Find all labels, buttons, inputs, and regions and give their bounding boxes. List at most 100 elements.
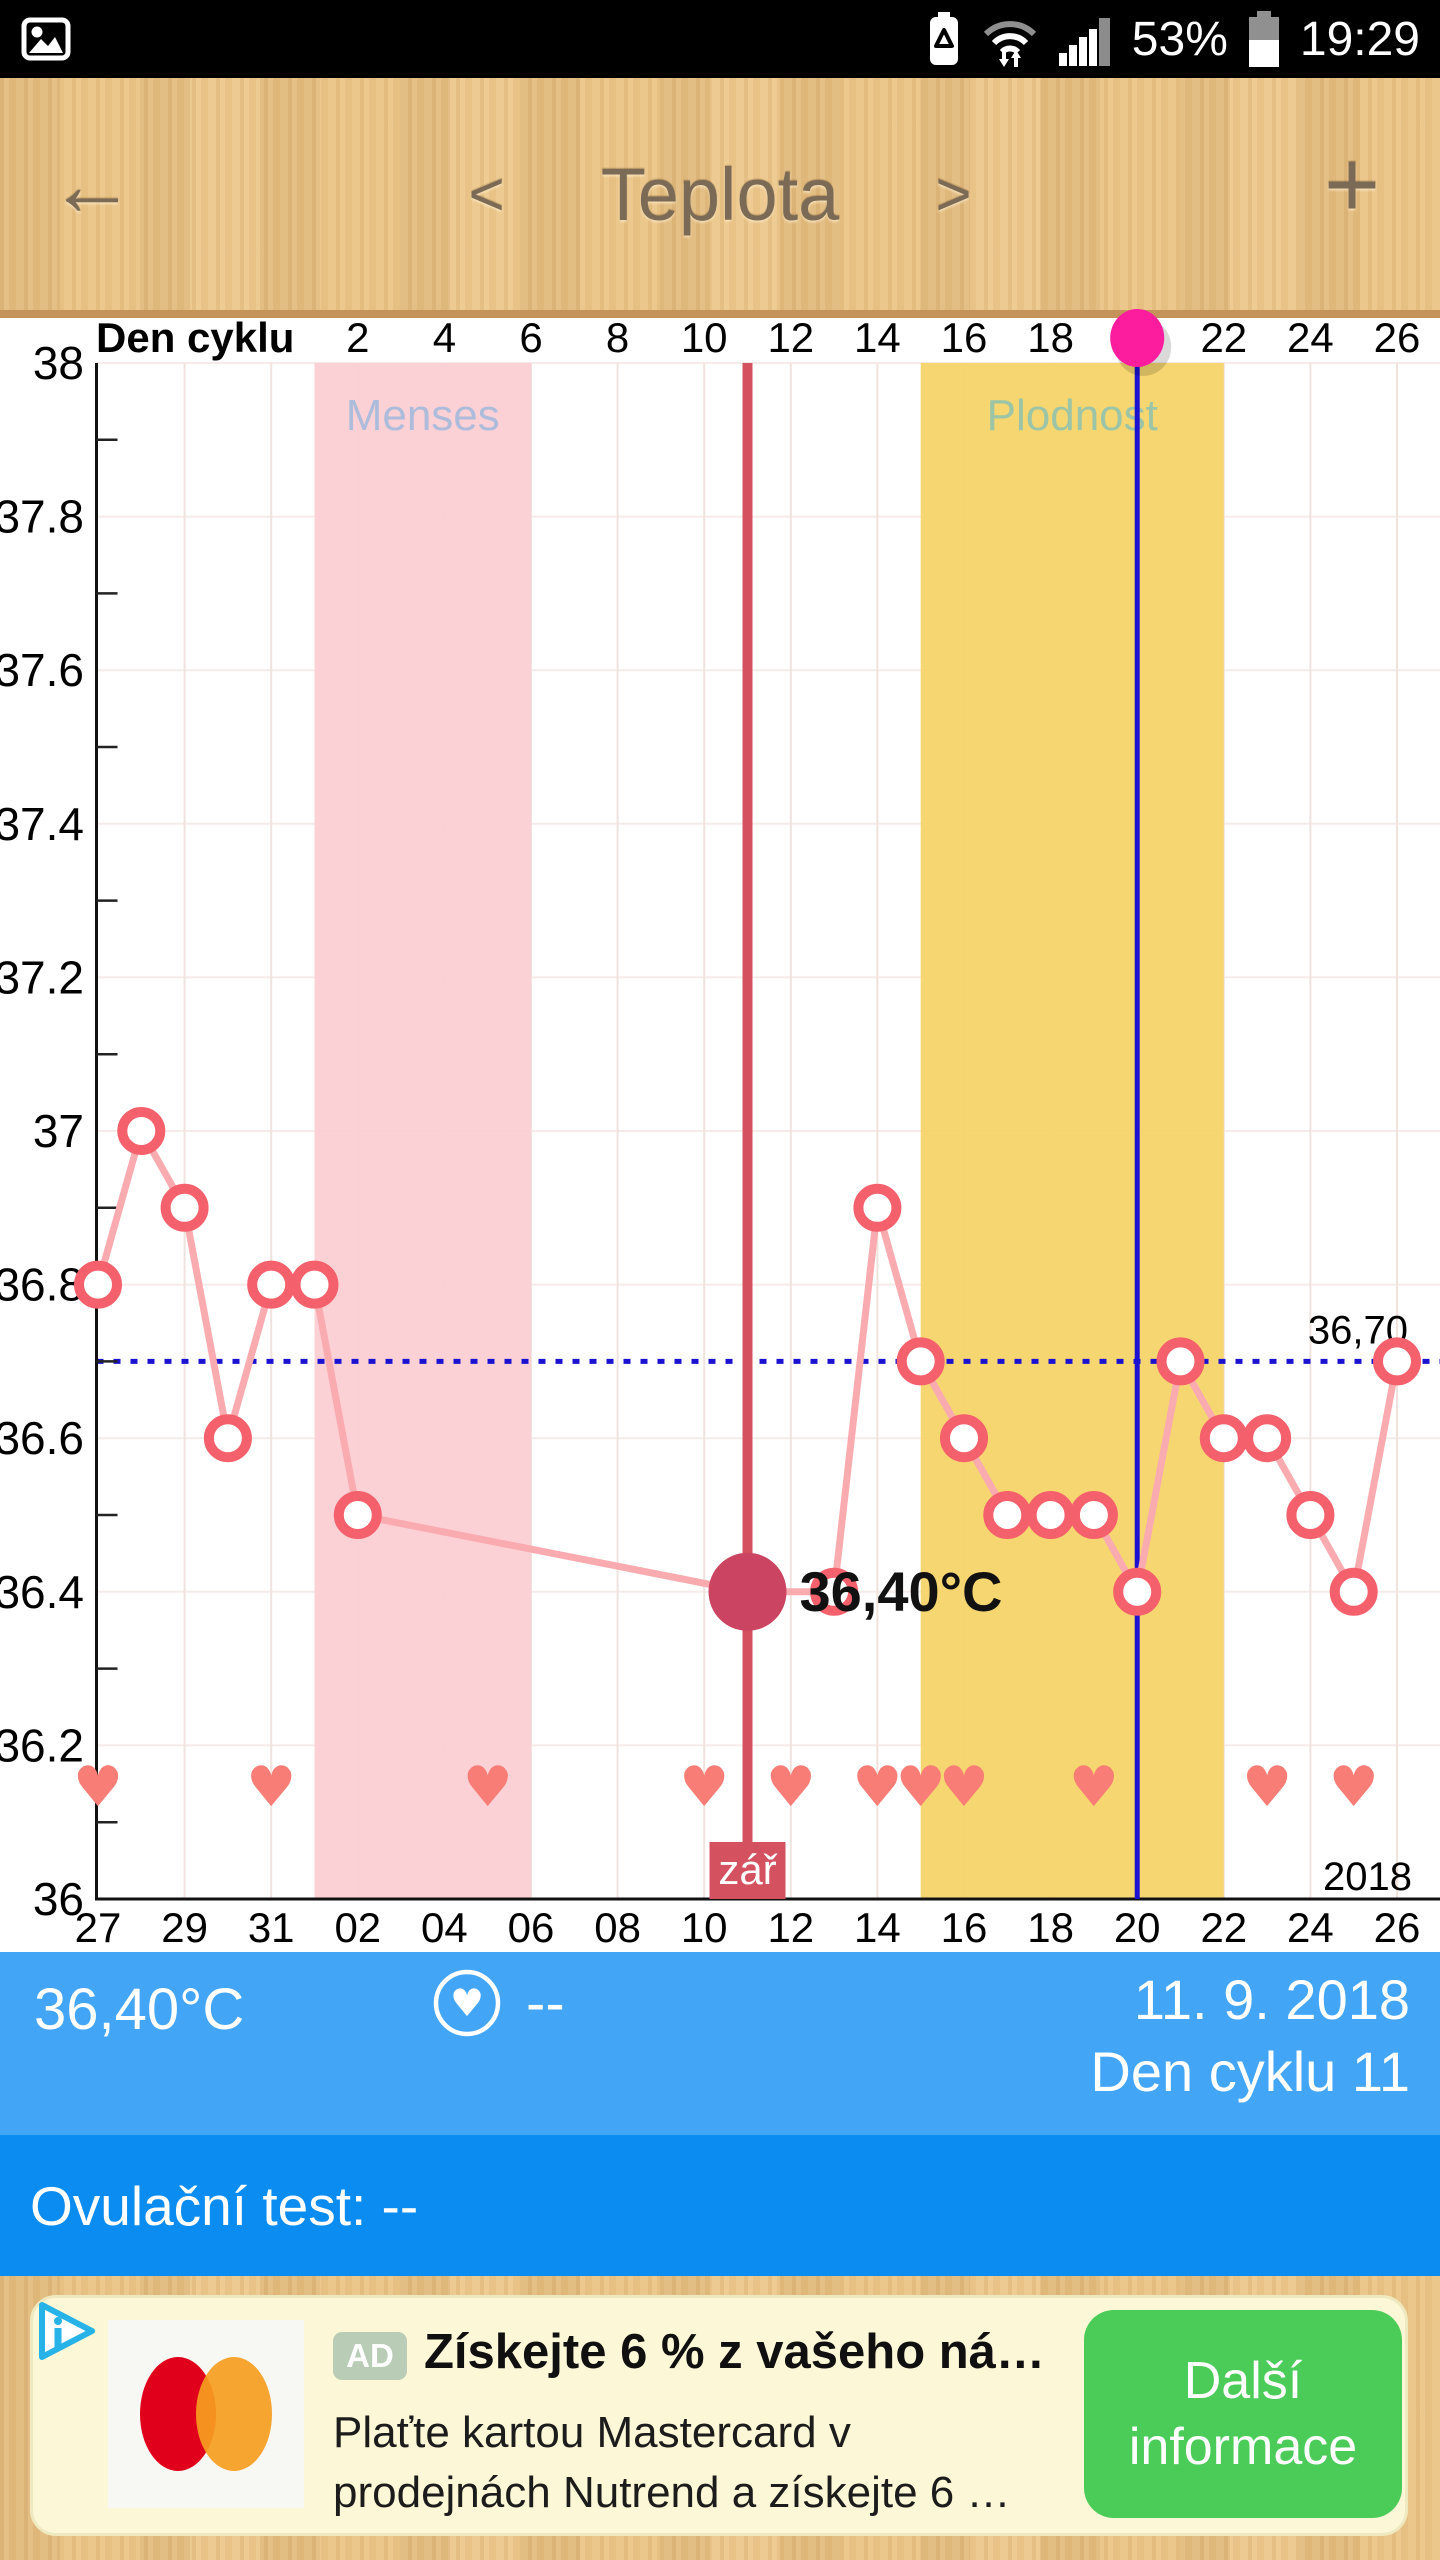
heart-icon: ♥: [246, 1755, 296, 1820]
svg-text:27: 27: [75, 1904, 122, 1951]
temperature-point: [1243, 1414, 1292, 1463]
page-title: Teplota: [600, 152, 840, 236]
battery-percent-text: 53%: [1131, 12, 1228, 66]
day-summary-bar[interactable]: 36,40°C ♥ -- 11. 9. 2018 Den cyklu 11: [0, 1952, 1440, 2135]
svg-text:12: 12: [767, 1904, 814, 1951]
status-bar: 53% 19:29: [0, 0, 1440, 78]
svg-text:31: 31: [248, 1904, 295, 1951]
svg-text:37.2: 37.2: [0, 951, 84, 1003]
battery-level-icon: [1248, 11, 1279, 67]
heart-icon: ♥: [852, 1755, 902, 1820]
menses-band: Menses: [314, 363, 531, 1899]
heart-markers: ♥ ♥ ♥ ♥ ♥ ♥♥♥ ♥ ♥ ♥: [73, 1755, 1379, 1820]
svg-text:06: 06: [508, 1904, 555, 1951]
gridlines: [96, 362, 1440, 1899]
svg-text:36.6: 36.6: [0, 1412, 84, 1464]
ad-title[interactable]: Získejte 6 % z vašeho ná…: [424, 2325, 1045, 2379]
svg-text:22: 22: [1200, 1904, 1247, 1951]
temperature-point: [940, 1414, 988, 1463]
temperature-point: [290, 1260, 339, 1309]
heart-icon: ♥: [939, 1755, 989, 1820]
temperature-point: [1113, 1567, 1162, 1616]
svg-text:26: 26: [1374, 1904, 1421, 1951]
temperature-point: [1199, 1414, 1248, 1463]
temperature-point: [1026, 1491, 1075, 1539]
ad-body-line2: prodejnách Nutrend a získejte 6 …: [333, 2468, 1011, 2517]
love-heart-circle-icon[interactable]: ♥: [428, 1964, 506, 2042]
svg-text:16: 16: [941, 314, 988, 361]
temperature-point: [853, 1183, 902, 1232]
adchoices-icon[interactable]: [34, 2298, 100, 2364]
svg-text:37.8: 37.8: [0, 491, 84, 543]
svg-text:6: 6: [519, 314, 542, 361]
temperature-point: [1373, 1337, 1421, 1386]
temperature-point: [160, 1183, 209, 1232]
svg-text:Plodnost: Plodnost: [987, 391, 1158, 440]
selected-temperature-point[interactable]: [708, 1552, 787, 1631]
temperature-point: [203, 1414, 252, 1463]
gallery-notification-icon: [21, 17, 71, 61]
svg-text:12: 12: [767, 314, 814, 361]
axes: 38 37.8 37.6 37.4 37.2 37 36.8 36.6 36.4 36.2 36: [0, 337, 1440, 1925]
app-header: ← < Teplota > +: [0, 78, 1440, 318]
add-entry-button[interactable]: +: [1323, 130, 1380, 238]
svg-text:♥: ♥: [450, 1981, 484, 2025]
cycle-day-axis: Den cyklu2468101214161820222426: [96, 314, 1420, 361]
svg-text:04: 04: [421, 1904, 468, 1951]
svg-text:08: 08: [594, 1904, 641, 1951]
temperature-point: [333, 1491, 382, 1539]
svg-text:24: 24: [1287, 1904, 1334, 1951]
svg-text:4: 4: [433, 314, 456, 361]
svg-text:2: 2: [346, 314, 369, 361]
svg-text:8: 8: [606, 314, 629, 361]
ovulation-test-bar[interactable]: Ovulační test: --: [0, 2135, 1440, 2276]
battery-saver-icon: [929, 12, 958, 65]
wifi-icon: [983, 21, 1036, 67]
temperature-point: [247, 1260, 296, 1309]
ovulation-marker-dot[interactable]: [1110, 309, 1165, 367]
heart-icon: ♥: [463, 1755, 513, 1820]
year-label: 2018: [1323, 1855, 1412, 1899]
svg-text:22: 22: [1200, 314, 1247, 361]
svg-text:38: 38: [33, 337, 84, 389]
temperature-chart-svg[interactable]: Menses Plodnost36,703837.837.637.437.2373…: [0, 309, 1440, 1952]
temperature-point: [1156, 1337, 1205, 1386]
temperature-point: [1069, 1491, 1118, 1539]
svg-text:Menses: Menses: [346, 391, 500, 440]
svg-text:36.2: 36.2: [0, 1719, 84, 1771]
next-chart-button[interactable]: >: [935, 159, 972, 229]
prev-chart-button[interactable]: <: [468, 159, 505, 229]
temperature-point: [983, 1491, 1032, 1539]
temperature-point: [117, 1107, 166, 1155]
ovulation-test-text: Ovulační test: --: [30, 2174, 419, 2237]
mood-value: --: [526, 1970, 565, 2036]
back-arrow-button[interactable]: ←: [48, 134, 136, 234]
svg-text:29: 29: [161, 1904, 208, 1951]
svg-text:37.4: 37.4: [0, 798, 84, 850]
ad-cta-button[interactable]: Další informace: [1084, 2310, 1402, 2518]
temperature-chart[interactable]: Menses Plodnost 36,70 38 37.8 37.6 37.4 37.2 37 3…: [0, 309, 1440, 1952]
heart-icon: ♥: [766, 1755, 816, 1820]
heart-icon: ♥: [1242, 1755, 1292, 1820]
svg-text:02: 02: [334, 1904, 381, 1951]
selected-temperature-label: 36,40°C: [800, 1560, 1003, 1623]
heart-icon: ♥: [679, 1755, 729, 1820]
svg-text:16: 16: [941, 1904, 988, 1951]
ad-cta-line2: informace: [1128, 2418, 1358, 2476]
heart-icon: ♥: [73, 1755, 123, 1820]
svg-text:10: 10: [681, 1904, 728, 1951]
plodnost-band: Plodnost: [920, 363, 1224, 1899]
svg-text:37: 37: [33, 1105, 84, 1157]
heart-icon: ♥: [1069, 1755, 1119, 1820]
date-axis: 27 29 31 02 04 06 08 10 12 14 16 18 20 22 24 26 2018: [75, 1855, 1421, 1951]
temperature-points[interactable]: [74, 1107, 1421, 1616]
temperature-point: [810, 1567, 859, 1616]
svg-text:18: 18: [1027, 1904, 1074, 1951]
heart-icon: ♥: [1329, 1755, 1379, 1820]
svg-text:20: 20: [1114, 1904, 1161, 1951]
selected-day-line: zář: [709, 363, 786, 1899]
ad-badge: AD: [333, 2332, 407, 2380]
svg-text:36.8: 36.8: [0, 1259, 84, 1311]
temperature-point: [896, 1337, 945, 1386]
